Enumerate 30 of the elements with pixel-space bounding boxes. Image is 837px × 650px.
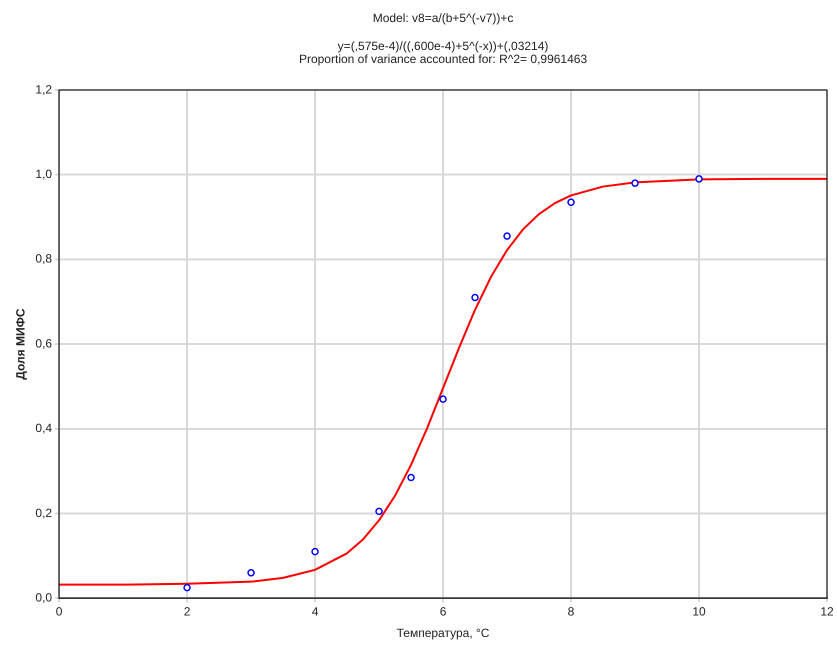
chart-title: Model: v8=a/(b+5^(-v7))+c <box>372 11 514 25</box>
y-tick-label: 0,6 <box>35 336 52 350</box>
y-tick-label: 0,2 <box>35 506 52 520</box>
point <box>503 232 511 240</box>
chart-subtitle: y=(,575e-4)/((,600e-4)+5^(-x))+(,03214) <box>338 39 548 53</box>
x-axis-title: Температура, °C <box>396 626 490 640</box>
x-tick-label: 10 <box>692 604 706 619</box>
point <box>471 294 479 302</box>
point <box>247 569 255 577</box>
point <box>695 175 703 183</box>
point <box>439 395 447 403</box>
y-tick-label: 1,0 <box>35 167 52 182</box>
y-tick-label: 0,8 <box>35 252 52 266</box>
y-tick-label: 0,4 <box>35 421 52 436</box>
x-tick-label: 2 <box>184 604 191 619</box>
x-tick-label: 4 <box>312 604 319 619</box>
x-tick-label: 12 <box>820 604 834 619</box>
x-tick-label: 0 <box>56 604 63 619</box>
point <box>407 474 415 482</box>
y-axis-title: Доля МИФС <box>14 308 28 380</box>
point <box>567 198 575 206</box>
text: Proportion of variance accounted for: R^2= 0,9961463 <box>298 52 588 66</box>
y-tick-label: 0,0 <box>35 590 52 605</box>
y-tick-label: 1,2 <box>35 82 52 96</box>
point <box>631 179 639 187</box>
point <box>183 584 191 592</box>
point <box>311 548 319 556</box>
point <box>375 508 383 516</box>
x-tick-label: 8 <box>568 604 575 619</box>
x-tick-label: 6 <box>440 604 447 619</box>
